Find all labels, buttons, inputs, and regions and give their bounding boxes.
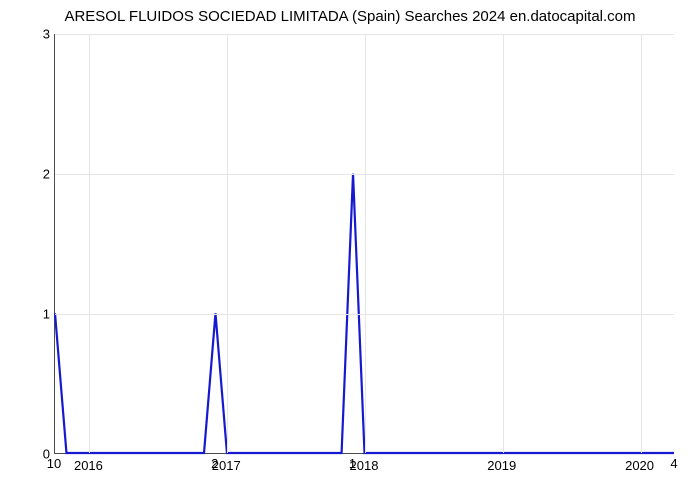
data-point-label: 4 — [670, 456, 677, 471]
gridline-v — [227, 34, 228, 453]
plot-area — [54, 34, 674, 454]
y-tick-label: 3 — [20, 27, 50, 42]
data-point-label: 1 — [349, 456, 356, 471]
y-tick-label: 2 — [20, 167, 50, 182]
data-point-label: 2 — [211, 456, 218, 471]
y-tick-label: 0 — [20, 447, 50, 462]
chart-container: ARESOL FLUIDOS SOCIEDAD LIMITADA (Spain)… — [0, 0, 700, 500]
gridline-v — [365, 34, 366, 453]
y-tick-label: 1 — [20, 307, 50, 322]
gridline-v — [641, 34, 642, 453]
x-tick-label: 2016 — [74, 458, 103, 473]
x-tick-label: 2019 — [487, 458, 516, 473]
gridline-v — [503, 34, 504, 453]
x-tick-label: 2020 — [625, 458, 654, 473]
data-point-label: 10 — [47, 456, 61, 471]
gridline-v — [89, 34, 90, 453]
chart-title: ARESOL FLUIDOS SOCIEDAD LIMITADA (Spain)… — [0, 8, 700, 25]
